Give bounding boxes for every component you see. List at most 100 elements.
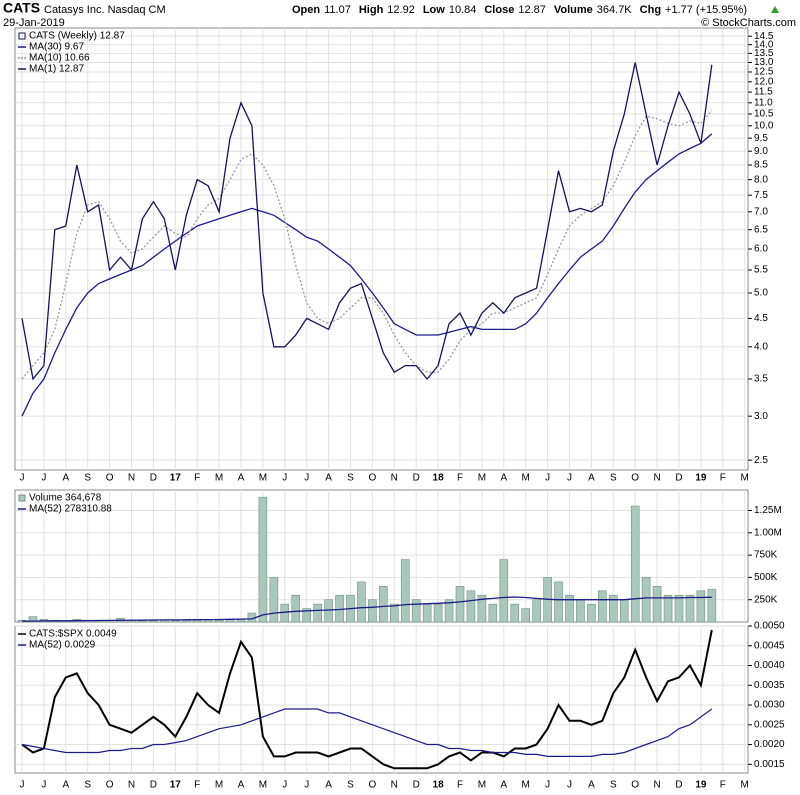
volume-bar <box>258 496 268 623</box>
x-tick-label: S <box>610 780 617 791</box>
y-tick-label: 3.5 <box>754 374 768 385</box>
x-tick-label: D <box>150 780 157 791</box>
x-tick-label: S <box>347 780 354 791</box>
x-tick-label: M <box>215 780 223 791</box>
quote-label: Chg <box>640 4 661 16</box>
volume-bar <box>214 619 224 623</box>
y-tick-label: 14.5 <box>754 31 774 42</box>
legend-label: MA(30) 9.67 <box>29 42 84 53</box>
x-tick-label: O <box>369 780 377 791</box>
volume-bar <box>389 603 399 623</box>
y-tick-label: 750K <box>754 550 778 561</box>
volume-bar <box>400 559 410 623</box>
volume-bar <box>444 599 454 623</box>
x-tick-label: S <box>610 473 617 484</box>
x-tick-label: F <box>457 780 463 791</box>
y-tick-label: 12.5 <box>754 67 774 78</box>
y-tick-label: 1.25M <box>754 505 782 516</box>
volume-bar <box>379 586 388 623</box>
volume-bar <box>521 608 531 623</box>
x-tick-label: M <box>215 473 223 484</box>
y-tick-label: 0.0050 <box>754 621 785 632</box>
volume-bar <box>598 590 607 623</box>
x-tick-label: N <box>391 780 398 791</box>
volume-bar <box>138 620 147 623</box>
legend-label: MA(10) 10.66 <box>29 53 90 64</box>
quote-value: 364.7K <box>597 4 633 16</box>
x-tick-label: 17 <box>170 473 182 484</box>
volume-bar <box>696 590 706 623</box>
x-tick-label: A <box>62 473 69 484</box>
x-tick-label: A <box>238 473 245 484</box>
x-tick-label: F <box>194 780 200 791</box>
copyright: © StockCharts.com <box>701 17 796 29</box>
quote-label: High <box>359 4 384 16</box>
y-tick-label: 500K <box>754 572 778 583</box>
volume-bar <box>411 599 421 623</box>
volume-bar <box>663 594 673 623</box>
y-tick-label: 0.0030 <box>754 700 785 711</box>
legend-label: MA(52) 278310.88 <box>29 504 112 515</box>
volume-bar <box>674 594 684 623</box>
y-tick-label: 10.5 <box>754 109 774 120</box>
volume-bar <box>455 586 465 623</box>
x-tick-label: S <box>347 473 354 484</box>
x-tick-label: 19 <box>695 473 707 484</box>
x-tick-label: D <box>675 780 682 791</box>
series-line <box>21 708 713 757</box>
x-tick-label: A <box>588 780 595 791</box>
x-tick-label: F <box>194 473 200 484</box>
x-tick-label: N <box>653 780 660 791</box>
x-tick-label: M <box>741 473 749 484</box>
x-tick-label: A <box>588 473 595 484</box>
x-tick-label: N <box>391 473 398 484</box>
volume-bar <box>707 589 717 623</box>
volume-bar <box>576 599 585 623</box>
volume-bar <box>368 599 377 623</box>
quote-label: Volume <box>554 4 593 16</box>
x-tick-label: A <box>500 473 507 484</box>
series-line <box>22 596 712 622</box>
up-arrow <box>771 6 779 13</box>
x-tick-label: F <box>720 473 726 484</box>
volume-bar <box>630 505 640 623</box>
quote-value: 10.84 <box>449 4 477 16</box>
volume-bar <box>510 603 520 623</box>
y-tick-label: 0.0025 <box>754 719 785 730</box>
x-tick-label: J <box>545 473 550 484</box>
x-tick-label: J <box>567 780 572 791</box>
volume-bar <box>422 603 432 623</box>
x-tick-label: 19 <box>695 780 707 791</box>
volume-bar <box>149 620 158 623</box>
x-tick-label: J <box>20 473 25 484</box>
y-tick-label: 9.5 <box>754 133 768 144</box>
x-tick-label: O <box>631 780 639 791</box>
x-tick-label: J <box>41 473 46 484</box>
y-tick-label: 0.0020 <box>754 739 785 750</box>
x-tick-label: M <box>259 473 267 484</box>
x-tick-label: J <box>282 780 287 791</box>
volume-bar <box>685 594 695 623</box>
quote-value: 12.87 <box>518 4 546 16</box>
y-tick-label: 13.0 <box>754 57 774 68</box>
x-tick-label: N <box>128 473 135 484</box>
series-line <box>21 629 713 770</box>
legend-swatch <box>18 32 26 40</box>
x-tick-label: O <box>106 473 114 484</box>
y-tick-label: 4.5 <box>754 313 768 324</box>
quote-value: 12.92 <box>387 4 415 16</box>
y-tick-label: 7.5 <box>754 190 768 201</box>
x-tick-label: J <box>304 780 309 791</box>
quote-label: Low <box>423 4 445 16</box>
legend-label: Volume 364,678 <box>29 493 102 504</box>
y-tick-label: 11.5 <box>754 87 773 98</box>
y-tick-label: 11.0 <box>754 97 773 108</box>
x-tick-label: O <box>106 780 114 791</box>
x-tick-label: O <box>631 473 639 484</box>
y-tick-label: 12.0 <box>754 76 774 87</box>
volume-bar <box>466 590 476 623</box>
x-tick-label: J <box>304 473 309 484</box>
y-tick-label: 6.0 <box>754 244 768 255</box>
x-tick-label: M <box>478 473 486 484</box>
